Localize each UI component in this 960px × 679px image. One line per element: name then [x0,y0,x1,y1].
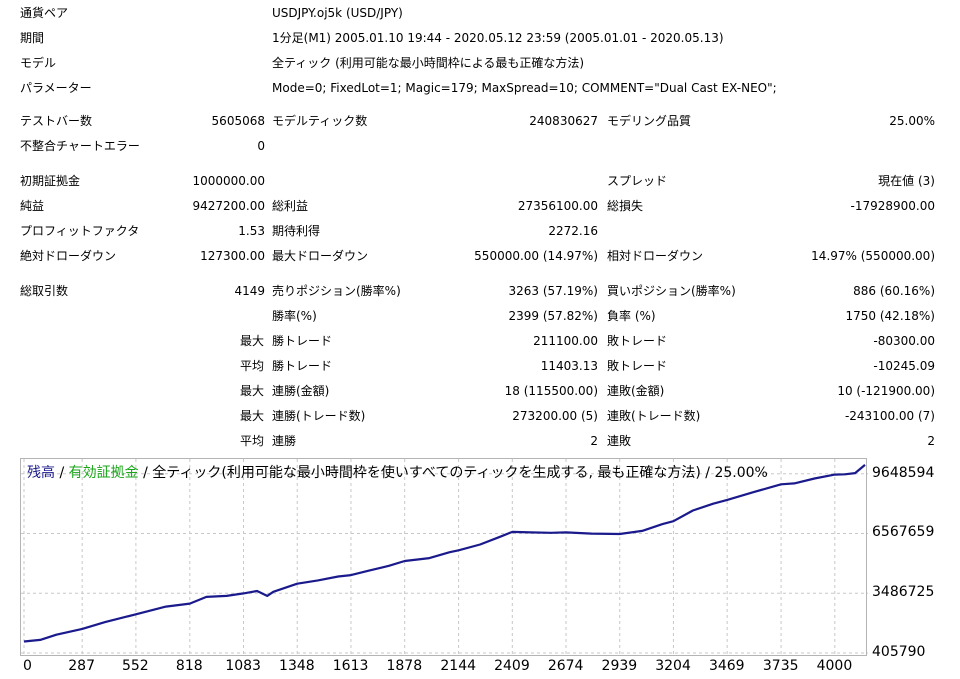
consec-losses-money-value: 10 (-121900.00) [837,384,935,398]
quality-value: 25.00% [889,114,935,128]
pf-label: プロフィットファクタ [20,224,140,238]
consec-losses-count-label: 連敗(トレード数) [607,409,701,423]
deposit-value: 1000000.00 [192,174,265,188]
x-tick-label: 1878 [386,658,423,674]
deposit-label: 初期証拠金 [20,174,81,188]
avg-loss-label: 敗トレード [607,359,668,373]
avg-consec-losses-value: 2 [927,434,935,448]
avg-loss-value: -10245.09 [873,359,935,373]
expected-label: 期待利得 [272,224,321,238]
max-dd-value: 550000.00 (14.97%) [474,249,598,263]
avg-label: 平均 [239,434,264,448]
rel-dd-value: 14.97% (550000.00) [811,249,935,263]
consec-wins-money-value: 18 (115500.00) [504,384,598,398]
x-tick-label: 1348 [279,658,315,674]
long-value: 886 (60.16%) [853,284,935,298]
largest-loss-label: 敗トレード [607,334,668,348]
period-label: 期間 [20,31,45,45]
chart-legend: 残高 / 有効証拠金 / 全ティック(利用可能な最小時間枠を使いすべてのティック… [27,464,768,482]
balance-chart: 残高 / 有効証拠金 / 全ティック(利用可能な最小時間枠を使いすべてのティック… [20,458,868,657]
total-trades-label: 総取引数 [20,284,69,298]
gross-profit-value: 27356100.00 [517,199,598,213]
y-tick-label: 3486725 [872,584,935,601]
short-value: 3263 (57.19%) [508,284,598,298]
consec-wins-count-label: 連勝(トレード数) [272,409,366,423]
largest-win-label: 勝トレード [272,334,333,348]
legend-description: / 全ティック(利用可能な最小時間枠を使いすべてのティックを生成する, 最も正確… [138,465,768,481]
y-tick-label: 405790 [872,644,926,660]
x-tick-label: 3204 [655,658,691,674]
largest-win-value: 211100.00 [533,334,598,348]
symbol-value: USDJPY.oj5k (USD/JPY) [272,6,403,20]
gross-profit-label: 総利益 [272,199,309,213]
abs-dd-value: 127300.00 [200,249,265,263]
pf-value: 1.53 [238,224,265,238]
win-label: 勝率(%) [272,309,317,323]
consec-wins-count-value: 273200.00 (5) [512,409,598,423]
total-trades-value: 4149 [234,284,265,298]
max-label: 最大 [239,334,264,348]
consec-wins-money-label: 連勝(金額) [272,384,330,398]
abs-dd-label: 絶対ドローダウン [20,249,117,263]
largest-loss-value: -80300.00 [873,334,935,348]
x-tick-label: 818 [175,658,203,674]
x-tick-label: 3469 [708,658,745,674]
y-tick-label: 6567659 [872,524,935,541]
symbol-label: 通貨ペア [20,6,69,20]
net-label: 純益 [20,199,45,213]
x-tick-label: 2939 [601,658,638,674]
quality-label: モデリング品質 [607,114,692,128]
max-label: 最大 [239,384,264,398]
max-dd-label: 最大ドローダウン [272,249,369,263]
max-label: 最大 [239,409,264,423]
avg-label: 平均 [239,359,264,373]
short-label: 売りポジション(勝率%) [272,284,401,298]
spread-value: 現在値 (3) [878,174,935,188]
balance-line [23,464,866,643]
x-tick-label: 287 [68,658,95,674]
period-value: 1分足(M1) 2005.01.10 19:44 - 2020.05.12 23… [272,31,724,45]
consec-losses-count-value: -243100.00 (7) [844,409,935,423]
model-value: 全ティック (利用可能な最小時間枠による最も正確な方法) [272,56,585,70]
ticks-label: モデルティック数 [272,114,368,128]
y-tick-label: 9648594 [872,464,935,481]
x-tick-label: 552 [121,658,149,674]
avg-win-label: 勝トレード [272,359,333,373]
params-label: パラメーター [20,81,92,95]
legend-separator: / [55,465,69,481]
bars-value: 5605068 [211,114,265,128]
spread-label: スプレッド [607,174,668,188]
expected-value: 2272.16 [548,224,598,238]
net-value: 9427200.00 [192,199,265,213]
x-tick-label: 2409 [494,658,530,674]
x-tick-label: 2674 [547,658,584,674]
x-tick-label: 1083 [225,658,261,674]
win-value: 2399 (57.82%) [508,309,598,323]
x-tick-label: 1613 [332,658,369,674]
x-tick-label: 3735 [762,658,799,674]
avg-win-value: 11403.13 [540,359,598,373]
x-tick-label: 2144 [440,658,477,674]
ticks-value: 240830627 [529,114,598,128]
loss-label: 負率 (%) [607,309,656,323]
chart-plot [21,459,868,657]
avg-consec-wins-value: 2 [590,434,598,448]
legend-balance: 残高 [27,465,55,481]
gross-loss-value: -17928900.00 [850,199,936,213]
params-value: Mode=0; FixedLot=1; Magic=179; MaxSpread… [272,81,777,95]
legend-equity: 有効証拠金 [68,465,139,481]
gross-loss-label: 総損失 [607,199,644,213]
loss-value: 1750 (42.18%) [845,309,935,323]
bars-label: テストバー数 [20,114,93,128]
avg-consec-wins-label: 連勝 [272,434,297,448]
avg-consec-losses-label: 連敗 [607,434,632,448]
x-tick-label: 4000 [816,658,853,674]
long-label: 買いポジション(勝率%) [607,284,736,298]
mismatch-value: 0 [257,139,265,153]
rel-dd-label: 相対ドローダウン [607,249,704,263]
model-label: モデル [20,56,57,70]
consec-losses-money-label: 連敗(金額) [607,384,665,398]
x-tick-label: 0 [23,658,32,674]
mismatch-label: 不整合チャートエラー [20,139,140,153]
